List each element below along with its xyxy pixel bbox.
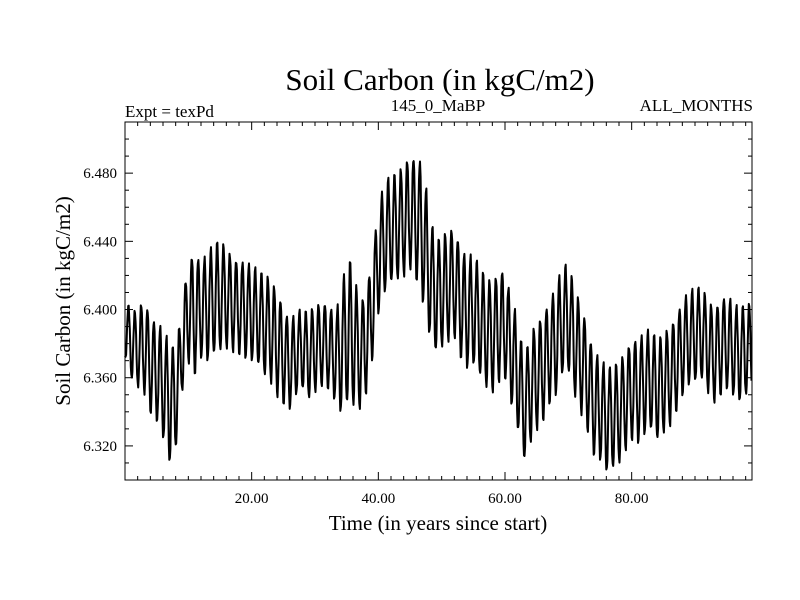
y-axis-label: Soil Carbon (in kgC/m2) — [51, 196, 75, 405]
experiment-label: Expt = texPd — [125, 102, 214, 121]
series-line — [124, 160, 753, 471]
series-layer — [124, 160, 753, 471]
months-label: ALL_MONTHS — [640, 96, 753, 115]
x-axis-label: Time (in years since start) — [329, 511, 548, 535]
x-tick-labels: 20.00 40.00 60.00 80.00 — [235, 491, 649, 507]
period-label: 145_0_MaBP — [391, 96, 485, 115]
plot-frame — [124, 121, 753, 481]
y-tick-label: 6.360 — [83, 371, 117, 387]
x-tick-label: 20.00 — [235, 491, 269, 507]
y-tick-label: 6.440 — [83, 234, 117, 250]
chart-title: Soil Carbon (in kgC/m2) — [285, 62, 594, 97]
y-tick-label: 6.400 — [83, 303, 117, 319]
axis-ticks — [125, 122, 752, 480]
x-tick-label: 80.00 — [615, 491, 649, 507]
x-tick-label: 60.00 — [488, 491, 522, 507]
y-tick-label: 6.320 — [83, 439, 117, 455]
y-tick-label: 6.480 — [83, 166, 117, 182]
x-tick-label: 40.00 — [361, 491, 395, 507]
y-tick-labels: 6.320 6.360 6.400 6.440 6.480 — [83, 166, 117, 455]
